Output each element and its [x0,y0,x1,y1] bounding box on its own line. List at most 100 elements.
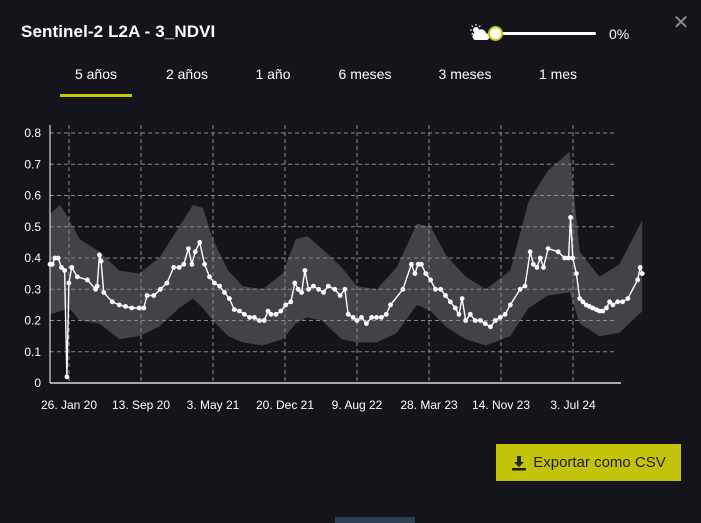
ndvi-data-point [98,258,104,264]
ndvi-data-point [517,286,523,292]
ndvi-data-point [311,283,316,289]
ndvi-data-point [625,296,631,301]
ndvi-data-point [482,321,488,326]
ndvi-data-point [217,283,223,289]
ndvi-data-point [438,286,443,292]
y-tick-label: 0 [34,376,41,390]
ndvi-data-point [325,283,331,289]
ndvi-data-point [299,290,304,295]
ndvi-range-band [50,151,643,346]
ndvi-data-point [409,261,414,267]
ndvi-data-point [443,293,448,298]
cloud-slider-track[interactable] [494,32,596,35]
close-icon[interactable]: ✕ [672,12,690,34]
ndvi-data-point [639,271,645,276]
y-tick-label: 0.5 [24,220,41,234]
ndvi-data-point [189,261,195,267]
ndvi-data-point [419,261,424,267]
y-tick-label: 0.4 [24,251,41,265]
ndvi-data-point [123,304,128,309]
ndvi-data-point [278,308,284,314]
ndvi-data-point [388,302,393,308]
ndvi-data-point [566,255,571,261]
ndvi-data-point [456,311,462,317]
tab-6-months[interactable]: 6 meses [338,66,392,82]
tab-3-months[interactable]: 3 meses [438,66,492,82]
ndvi-data-point [497,315,503,320]
y-tick-label: 0.3 [24,282,41,296]
ndvi-data-point [610,302,616,308]
ndvi-data-point [488,324,493,330]
cloud-sun-icon [470,24,490,40]
x-tick-label: 13. Sep 20 [112,398,170,412]
ndvi-data-point [256,318,262,323]
ndvi-data-point [597,308,602,314]
x-tick-label: 28. Mar 23 [400,398,458,412]
x-tick-label: 26. Jan 20 [41,398,97,412]
tab-5-years[interactable]: 5 años [60,64,132,97]
ndvi-data-point [545,246,551,252]
ndvi-data-point [570,255,576,261]
ndvi-data-point [202,261,208,267]
ndvi-data-point [600,308,606,314]
ndvi-data-point [292,280,298,286]
ndvi-data-point [580,299,586,305]
ndvi-data-point [574,271,579,276]
ndvi-data-point [97,252,102,258]
ndvi-data-point [541,265,546,270]
x-tick-label: 20. Dec 21 [256,398,314,412]
ndvi-data-point [302,268,308,273]
ndvi-data-point [85,277,90,283]
ndvi-data-point [212,280,217,286]
ndvi-data-point [59,265,64,270]
ndvi-data-point [129,305,135,311]
ndvi-data-point [448,299,453,305]
ndvi-data-point [321,290,326,295]
ndvi-data-point [192,249,198,255]
y-tick-label: 0.8 [24,126,41,140]
ndvi-data-point [577,296,583,301]
ndvi-data-point [332,286,338,292]
tab-1-month[interactable]: 1 mes [538,66,578,82]
ndvi-data-point [345,311,351,317]
ndvi-data-point [227,296,232,301]
ndvi-data-point [55,255,61,261]
ndvi-data-point [64,374,70,380]
ndvi-data-point [66,280,72,286]
ndvi-data-point [247,315,253,320]
ndvi-data-point [231,307,237,312]
ndvi-data-point [463,318,469,323]
ndvi-data-point [69,265,75,270]
ndvi-data-point [181,261,187,267]
cloud-slider-handle[interactable] [488,26,503,41]
ndvi-data-point [502,311,508,317]
ndvi-data-point [268,311,274,317]
ndvi-data-point [222,290,227,295]
ndvi-data-point [252,315,257,320]
x-tick-label: 14. Nov 23 [472,398,530,412]
ndvi-data-point [283,302,289,308]
ndvi-data-point [527,249,533,255]
ndvi-data-point [531,261,536,267]
ndvi-data-point [74,274,80,280]
ndvi-data-point [452,305,458,311]
ndvi-data-point [604,305,609,311]
tab-2-years[interactable]: 2 años [165,66,209,82]
ndvi-data-point [400,286,406,292]
ndvi-data-point [379,315,384,320]
export-csv-button[interactable]: Exportar como CSV [496,444,681,481]
tab-1-year[interactable]: 1 año [255,66,291,82]
ndvi-data-point [237,308,242,314]
ndvi-data-point [522,283,528,289]
ndvi-data-point [265,308,271,314]
ndvi-data-point [49,261,55,267]
download-icon [512,455,527,470]
ndvi-data-point [350,315,356,320]
ndvi-data-point [136,305,142,311]
ndvi-data-point [383,311,389,317]
x-tick-label: 3. Jul 24 [550,398,596,412]
ndvi-data-point [337,293,343,298]
ndvi-data-point [534,265,540,270]
cloud-slider-value: 0% [609,26,630,42]
